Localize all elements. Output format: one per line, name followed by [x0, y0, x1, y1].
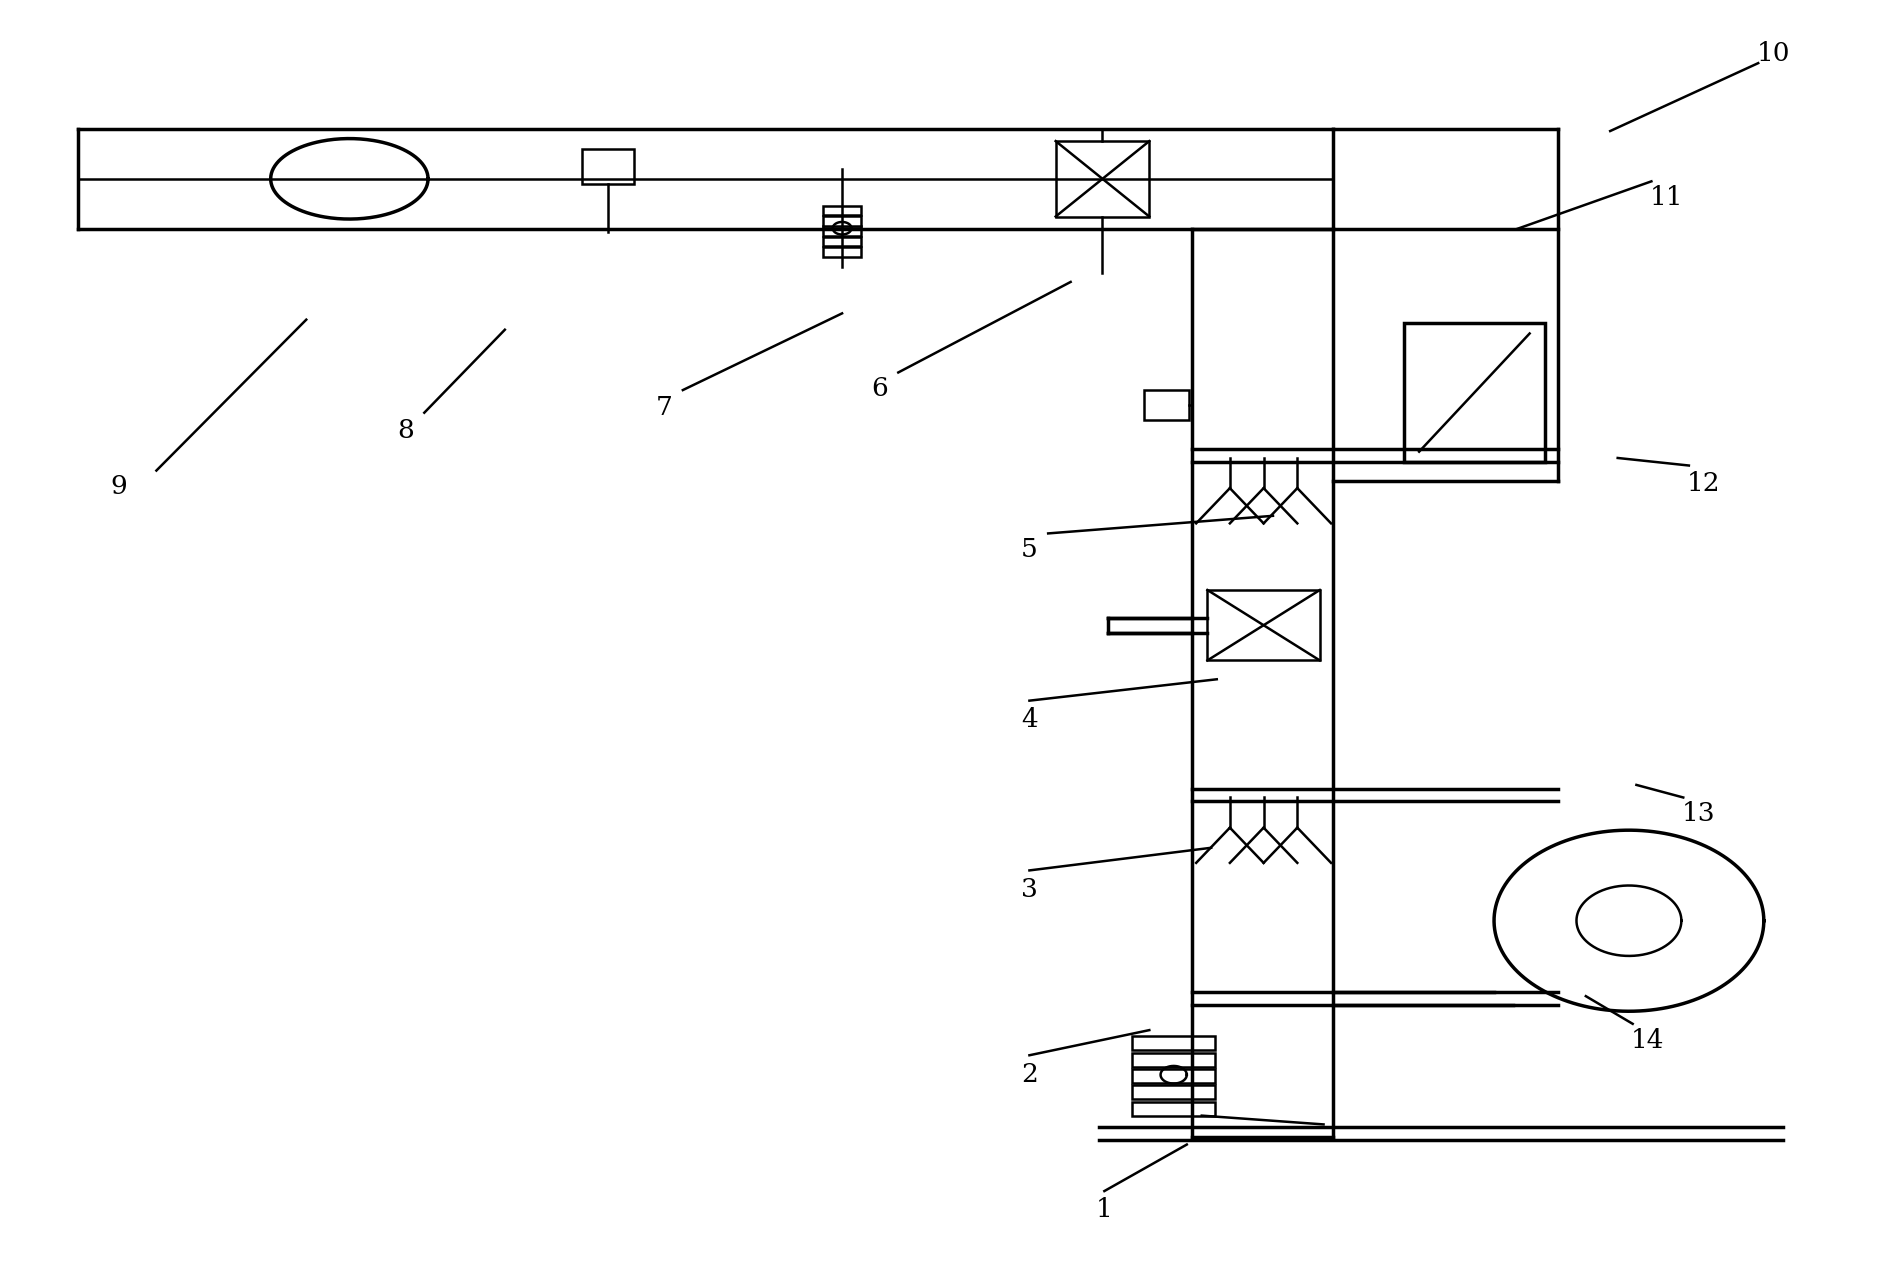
- Bar: [823, 226, 861, 236]
- Bar: [1208, 590, 1319, 661]
- Text: 7: 7: [656, 395, 673, 421]
- Bar: [1404, 323, 1545, 462]
- Bar: [1133, 1068, 1216, 1082]
- Text: 14: 14: [1631, 1028, 1665, 1052]
- Bar: [1144, 390, 1189, 421]
- Bar: [1056, 141, 1150, 216]
- Bar: [1133, 1101, 1216, 1115]
- Bar: [1133, 1085, 1216, 1099]
- Text: 10: 10: [1757, 40, 1791, 66]
- Text: 12: 12: [1687, 471, 1721, 495]
- Bar: [1133, 1053, 1216, 1066]
- Bar: [823, 248, 861, 256]
- Text: 8: 8: [396, 418, 413, 443]
- Text: 5: 5: [1020, 537, 1037, 562]
- Bar: [582, 149, 633, 184]
- Bar: [823, 206, 861, 215]
- Text: 4: 4: [1020, 707, 1037, 733]
- Bar: [823, 236, 861, 246]
- Text: 2: 2: [1020, 1062, 1037, 1086]
- Bar: [1133, 1037, 1216, 1051]
- Text: 3: 3: [1020, 877, 1037, 902]
- Text: 9: 9: [111, 475, 128, 499]
- Text: 13: 13: [1682, 801, 1716, 826]
- Text: 6: 6: [872, 376, 889, 402]
- Text: 1: 1: [1095, 1197, 1112, 1223]
- Bar: [823, 216, 861, 226]
- Text: 11: 11: [1650, 186, 1684, 210]
